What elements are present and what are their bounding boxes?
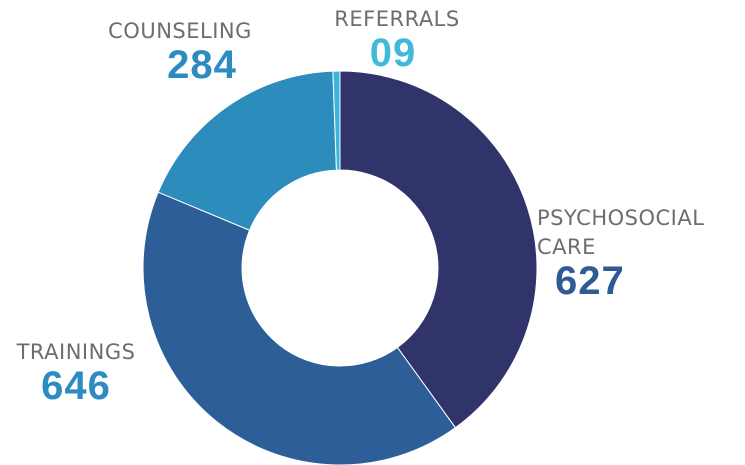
category-label: PSYCHOSOCIAL CARE xyxy=(537,206,705,259)
value-label: 09 xyxy=(369,31,417,75)
category-label: TRAININGS xyxy=(16,340,136,364)
slice-label: TRAININGS 646 xyxy=(0,338,152,408)
category-label: REFERRALS xyxy=(334,7,460,31)
value-label: 627 xyxy=(555,259,625,303)
donut-slice xyxy=(157,70,337,231)
donut-slice xyxy=(142,191,457,465)
donut-slice xyxy=(332,70,341,171)
value-label: 284 xyxy=(167,43,237,87)
slice-label: REFERRALS 09 xyxy=(312,5,482,73)
donut-slice xyxy=(339,70,538,429)
slice-label: COUNSELING 284 xyxy=(88,17,272,87)
value-label: 646 xyxy=(41,364,111,408)
slice-label: PSYCHOSOCIAL CARE 627 xyxy=(537,204,737,303)
category-label: COUNSELING xyxy=(108,19,252,43)
